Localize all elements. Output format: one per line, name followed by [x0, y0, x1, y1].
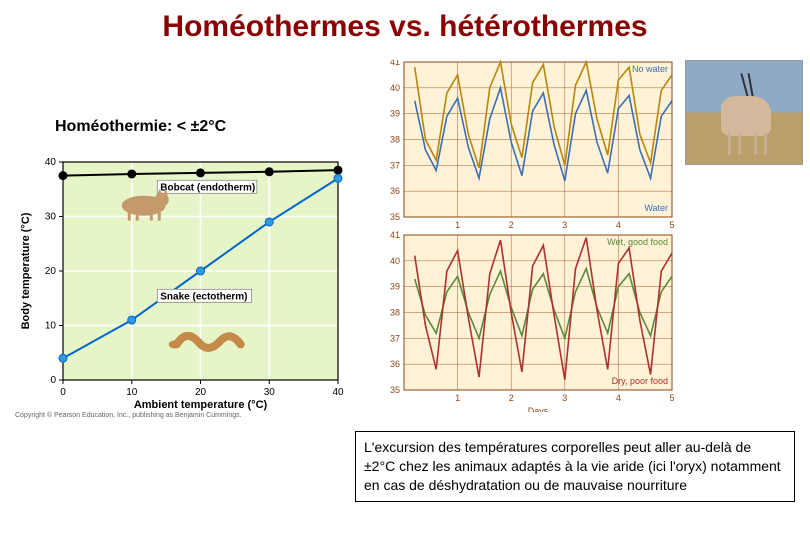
svg-text:5: 5: [669, 220, 674, 230]
svg-text:30: 30: [264, 387, 276, 398]
svg-text:1: 1: [455, 220, 460, 230]
svg-text:Ambient temperature (°C): Ambient temperature (°C): [134, 399, 268, 411]
left-chart: 0 10 20 30 40 0 10 20 30 40 Bobcat (endotherm) Snak…: [15, 152, 350, 412]
svg-text:41: 41: [390, 60, 400, 67]
svg-text:Bobcat (endotherm): Bobcat (endotherm): [160, 182, 255, 193]
svg-text:Wet, good food: Wet, good food: [607, 237, 668, 247]
svg-text:Body temperature (°C): Body temperature (°C): [20, 212, 32, 329]
caption-box: L'excursion des températures corporelles…: [355, 431, 795, 502]
svg-text:10: 10: [45, 321, 57, 332]
svg-text:0: 0: [50, 375, 56, 386]
svg-text:20: 20: [45, 266, 57, 277]
svg-text:39: 39: [390, 282, 400, 292]
svg-text:Days: Days: [528, 406, 549, 412]
svg-text:0: 0: [60, 387, 66, 398]
svg-text:10: 10: [126, 387, 138, 398]
svg-text:37: 37: [390, 160, 400, 170]
svg-text:1: 1: [455, 393, 460, 403]
svg-text:4: 4: [616, 220, 621, 230]
svg-text:No water: No water: [632, 64, 668, 74]
svg-text:20: 20: [195, 387, 207, 398]
svg-text:36: 36: [390, 186, 400, 196]
svg-text:2: 2: [509, 220, 514, 230]
svg-text:40: 40: [390, 256, 400, 266]
svg-text:2: 2: [509, 393, 514, 403]
svg-text:4: 4: [616, 393, 621, 403]
svg-text:41: 41: [390, 230, 400, 240]
svg-text:35: 35: [390, 212, 400, 222]
oryx-photo: [685, 60, 803, 165]
svg-text:40: 40: [390, 83, 400, 93]
svg-text:35: 35: [390, 385, 400, 395]
svg-text:30: 30: [45, 212, 57, 223]
svg-text:3: 3: [562, 220, 567, 230]
right-charts: 3536373839404112345No waterWater35363738…: [378, 60, 678, 412]
page-title: Homéothermes vs. hétérothermes: [0, 0, 810, 44]
svg-text:Dry, poor food: Dry, poor food: [612, 376, 668, 386]
svg-text:3: 3: [562, 393, 567, 403]
svg-text:Water: Water: [644, 203, 668, 213]
svg-text:38: 38: [390, 308, 400, 318]
subtitle: Homéothermie: < ±2°C: [55, 118, 226, 136]
svg-text:39: 39: [390, 109, 400, 119]
svg-text:40: 40: [45, 157, 57, 168]
svg-text:38: 38: [390, 135, 400, 145]
svg-text:Snake (ectotherm): Snake (ectotherm): [160, 291, 247, 302]
copyright: Copyright © Pearson Education, Inc., pub…: [15, 412, 242, 419]
svg-text:36: 36: [390, 359, 400, 369]
svg-text:40: 40: [332, 387, 344, 398]
svg-text:37: 37: [390, 333, 400, 343]
svg-text:5: 5: [669, 393, 674, 403]
